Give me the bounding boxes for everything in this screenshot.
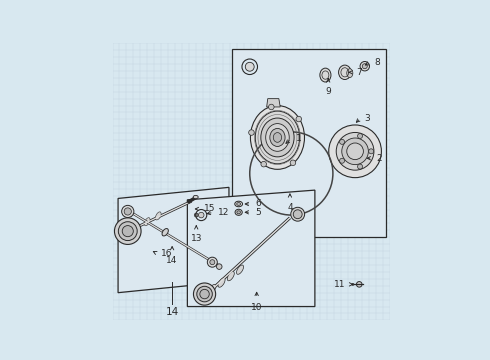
Circle shape [249,130,254,135]
Circle shape [245,62,254,71]
Circle shape [197,286,212,302]
Text: 6: 6 [255,199,261,208]
Circle shape [290,160,295,166]
Polygon shape [118,187,229,293]
Ellipse shape [273,132,282,142]
Circle shape [198,212,204,218]
Circle shape [115,218,141,244]
Text: 11: 11 [334,280,345,289]
Text: 14: 14 [166,306,179,316]
Circle shape [360,62,369,71]
Ellipse shape [235,201,243,207]
Ellipse shape [270,129,285,147]
Ellipse shape [347,69,353,77]
Circle shape [329,125,381,177]
Circle shape [200,289,209,299]
Circle shape [356,282,362,287]
Text: 16: 16 [161,249,172,258]
Ellipse shape [237,211,241,214]
Circle shape [194,283,216,305]
Circle shape [291,207,305,221]
Text: 8: 8 [374,58,380,67]
Circle shape [207,257,217,267]
Text: 13: 13 [191,234,202,243]
Circle shape [362,64,368,69]
Circle shape [358,164,363,169]
Circle shape [269,104,274,110]
Text: 14: 14 [167,256,178,265]
Ellipse shape [209,284,216,294]
Circle shape [293,210,302,219]
Ellipse shape [218,278,225,287]
Circle shape [217,264,222,269]
Ellipse shape [155,212,161,220]
Ellipse shape [162,229,169,236]
Ellipse shape [133,224,139,231]
Ellipse shape [237,265,244,274]
Ellipse shape [255,111,300,164]
Ellipse shape [235,209,242,215]
Circle shape [122,205,134,217]
Circle shape [358,134,363,139]
Circle shape [340,158,344,163]
Circle shape [368,149,374,154]
Ellipse shape [261,118,294,157]
Ellipse shape [320,68,331,82]
Polygon shape [187,190,315,306]
Circle shape [122,226,133,237]
Circle shape [261,161,267,167]
Ellipse shape [237,203,241,205]
Text: 3: 3 [365,113,370,122]
Ellipse shape [250,105,304,169]
Circle shape [296,116,301,122]
Text: 12: 12 [218,208,229,217]
Text: 7: 7 [356,68,362,77]
Circle shape [124,208,131,215]
Circle shape [119,222,137,240]
Text: 1: 1 [295,134,301,143]
Circle shape [342,138,368,165]
Bar [232,49,386,237]
Text: 2: 2 [377,154,382,163]
Text: 5: 5 [255,208,261,217]
Text: 15: 15 [204,204,216,213]
Ellipse shape [145,218,150,226]
Text: 10: 10 [251,303,263,312]
Ellipse shape [193,195,198,199]
Circle shape [195,213,198,217]
Circle shape [210,260,215,265]
Text: 4: 4 [287,203,293,212]
Ellipse shape [266,123,289,151]
Ellipse shape [227,271,234,281]
Circle shape [340,139,344,144]
Circle shape [347,143,364,159]
Circle shape [352,283,354,285]
Circle shape [336,132,374,170]
Polygon shape [267,99,280,107]
Ellipse shape [339,65,351,80]
Text: 9: 9 [325,87,331,96]
